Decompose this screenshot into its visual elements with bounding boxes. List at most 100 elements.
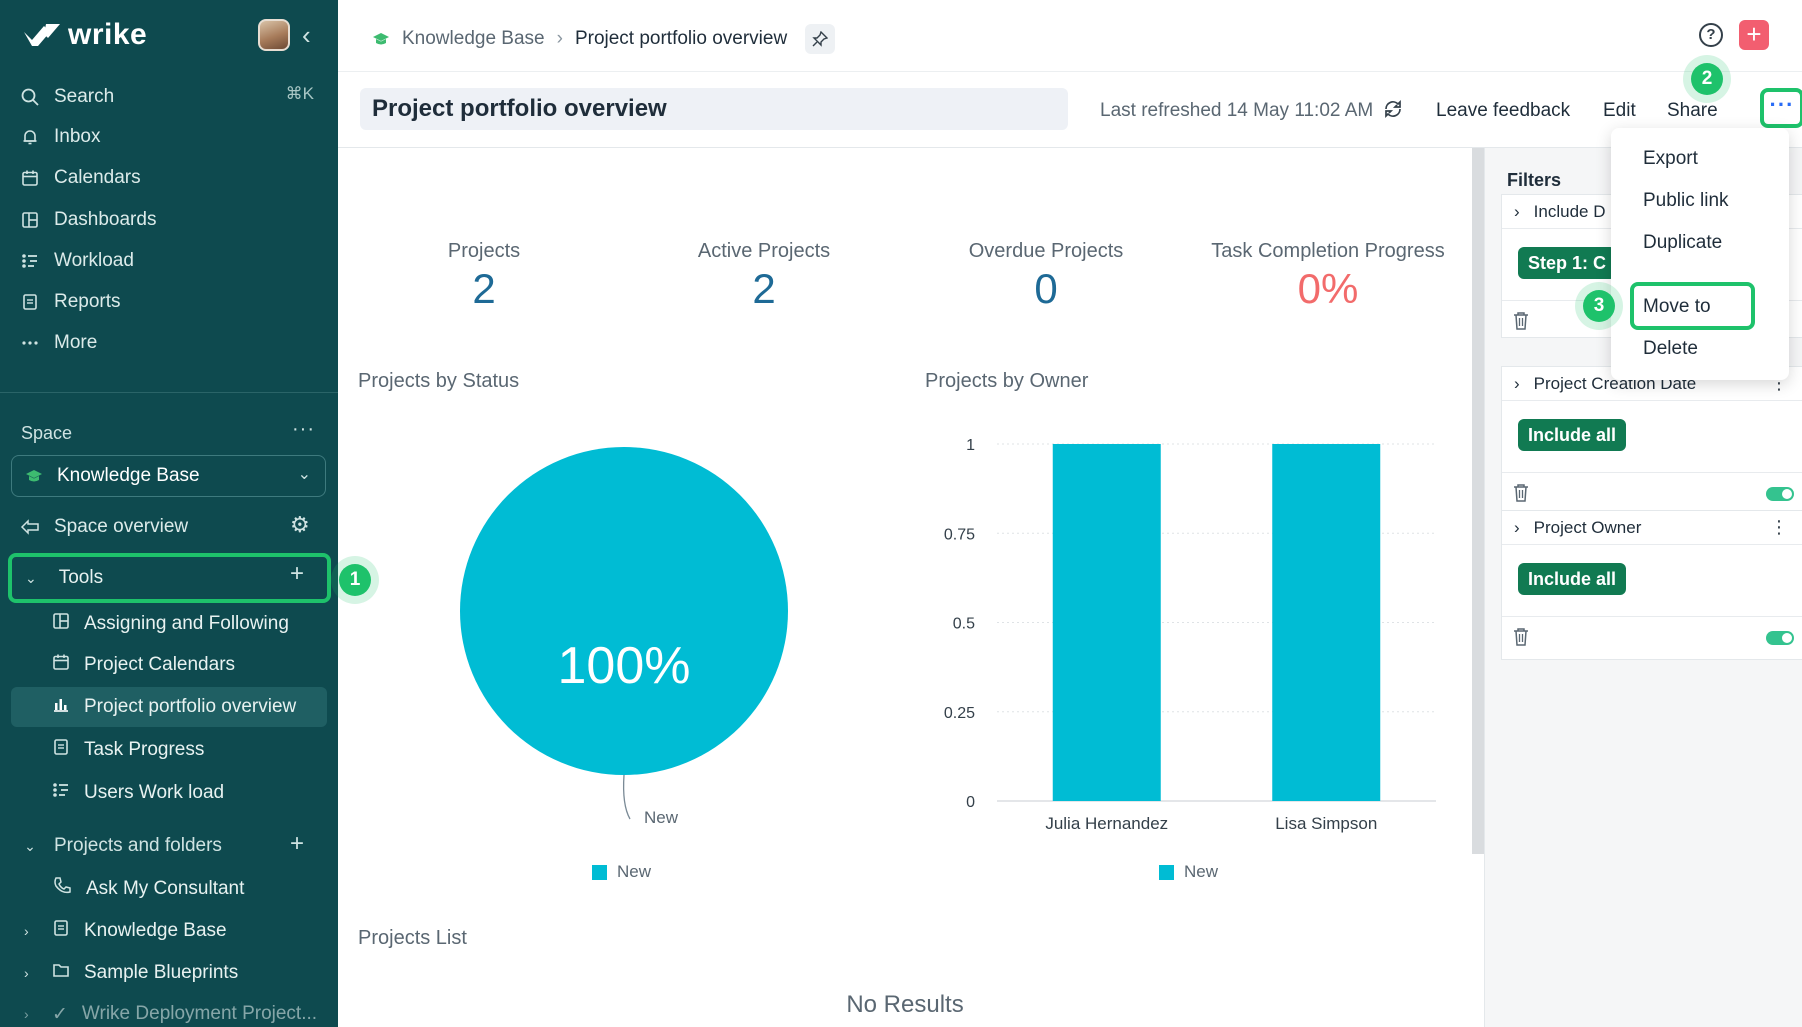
breadcrumb-space[interactable]: Knowledge Base <box>402 28 545 49</box>
add-icon[interactable]: + <box>1739 20 1769 50</box>
content-scrollbar[interactable] <box>1472 148 1484 854</box>
add-project-icon[interactable]: + <box>290 830 305 857</box>
refresh-icon[interactable] <box>1382 98 1404 120</box>
pie-slice <box>460 447 788 775</box>
kebab-menu-icon[interactable]: ⋮ <box>1770 517 1788 537</box>
space-overview-item[interactable]: Space overview <box>20 510 188 544</box>
chevron-down-icon: ⌄ <box>24 837 36 854</box>
nav-label: Inbox <box>54 126 101 147</box>
nav-reports[interactable]: Reports <box>20 285 121 319</box>
more-dots-icon: ··· <box>1769 92 1795 117</box>
filter-footer <box>1502 473 1802 515</box>
graduation-cap-icon <box>26 470 42 482</box>
legend-label: New <box>1184 862 1219 881</box>
wrike-check-icon <box>24 24 60 46</box>
search-item[interactable]: Search <box>20 80 114 114</box>
tool-label: Assigning and Following <box>84 613 289 634</box>
chevron-down-icon: ⌄ <box>297 466 311 483</box>
kpi-value: 0% <box>1297 265 1359 312</box>
menu-item-duplicate[interactable]: Duplicate <box>1643 232 1723 253</box>
space-section-label: Space <box>21 423 73 443</box>
step-badge-2: 2 <box>1691 63 1723 95</box>
graduation-cap-icon <box>373 33 389 45</box>
chevron-right-icon: › <box>24 965 29 981</box>
help-icon[interactable]: ? <box>1699 23 1723 47</box>
legend-label: New <box>617 862 652 881</box>
trash-icon[interactable] <box>1512 483 1530 503</box>
trash-icon[interactable] <box>1512 311 1530 331</box>
filter-footer <box>1502 617 1802 659</box>
tools-section[interactable]: ⌄ Tools <box>11 557 327 599</box>
nav-label: More <box>54 332 98 353</box>
gear-icon[interactable]: ⚙ <box>290 512 310 537</box>
more-options-button[interactable]: ··· <box>1760 88 1802 128</box>
space-name: Knowledge Base <box>57 465 200 486</box>
menu-item-delete[interactable]: Delete <box>1643 338 1698 359</box>
filter-pill[interactable]: Include all <box>1518 563 1627 595</box>
edit-button[interactable]: Edit <box>1603 100 1636 121</box>
projects-folders-section[interactable]: ⌄ Projects and folders <box>20 829 222 863</box>
project-item[interactable]: › Knowledge Base <box>24 914 227 948</box>
y-tick-label: 1 <box>966 437 975 454</box>
tool-label: Project Calendars <box>84 654 236 675</box>
tool-label: Project portfolio overview <box>84 696 297 717</box>
check-icon: ✓ <box>52 1003 68 1025</box>
bar <box>1272 444 1381 801</box>
nav-inbox[interactable]: Inbox <box>20 120 100 154</box>
share-button[interactable]: Share <box>1667 100 1718 121</box>
filter-header[interactable]: › Project Owner ⋮ <box>1502 511 1802 545</box>
project-item[interactable]: Ask My Consultant <box>52 872 244 906</box>
menu-item-export[interactable]: Export <box>1643 148 1698 169</box>
tools-label: Tools <box>58 567 104 588</box>
menu-item-move-to[interactable]: Move to <box>1643 296 1711 317</box>
wrike-logo[interactable]: wrike <box>22 18 147 52</box>
project-label: Wrike Deployment Project... <box>81 1003 318 1024</box>
filter-pill[interactable]: Include all <box>1518 419 1627 451</box>
filter-pill[interactable]: Step 1: C <box>1518 247 1617 279</box>
tool-item[interactable]: Assigning and Following <box>52 607 289 641</box>
menu-item-public-link[interactable]: Public link <box>1643 190 1729 211</box>
dashboard-title-input[interactable]: Project portfolio overview <box>360 88 1068 130</box>
dashboard-content: Projects 2 Active Projects 2 Overdue Pro… <box>338 148 1472 1027</box>
space-more-icon[interactable]: ··· <box>292 418 315 440</box>
nav-dashboards[interactable]: Dashboards <box>20 203 156 237</box>
space-overview-label: Space overview <box>54 516 189 537</box>
no-results-text: No Results <box>846 991 964 1018</box>
filter-toggle[interactable] <box>1766 631 1794 645</box>
project-item[interactable]: › Sample Blueprints <box>24 956 238 990</box>
space-overview-icon <box>20 517 40 537</box>
tool-item-active[interactable]: Project portfolio overview <box>11 687 327 727</box>
space-selector[interactable]: Knowledge Base ⌄ <box>11 455 326 497</box>
nav-more[interactable]: More <box>20 326 97 360</box>
owner-bar-chart: 0 0.25 0.5 0.75 1 Julia Hernandez Lisa Simpson <box>944 437 1436 833</box>
search-label: Search <box>54 86 115 107</box>
status-chart-title: Projects by Status <box>358 370 520 392</box>
top-header: Knowledge Base › Project portfolio overv… <box>338 0 1802 72</box>
collapse-sidebar-icon[interactable]: ‹ <box>302 20 311 50</box>
filter-name: Include D <box>1533 201 1606 221</box>
y-tick-label: 0 <box>966 794 975 811</box>
nav-calendars[interactable]: Calendars <box>20 161 141 195</box>
filter-toggle[interactable] <box>1766 487 1794 501</box>
step-badge-1: 1 <box>339 564 371 596</box>
project-label: Ask My Consultant <box>86 878 245 899</box>
filter-body: Step 1: C <box>1502 229 1802 301</box>
kpi-label: Task Completion Progress <box>1211 240 1445 262</box>
tool-item[interactable]: Task Progress <box>52 733 204 767</box>
trash-icon[interactable] <box>1512 627 1530 647</box>
owner-legend: New <box>1159 862 1218 882</box>
user-avatar[interactable] <box>258 19 290 51</box>
leave-feedback-button[interactable]: Leave feedback <box>1436 100 1571 121</box>
kpi-value: 2 <box>752 265 776 312</box>
project-item[interactable]: › ✓ Wrike Deployment Project... <box>24 997 317 1027</box>
tool-label: Task Progress <box>84 739 205 760</box>
nav-workload[interactable]: Workload <box>20 244 134 278</box>
chevron-right-icon: › <box>556 28 563 49</box>
tool-item[interactable]: Users Work load <box>52 776 224 810</box>
projects-list-title: Projects List <box>358 927 467 949</box>
pin-icon[interactable] <box>805 24 836 54</box>
search-shortcut: ⌘K <box>285 84 314 103</box>
tool-item[interactable]: Project Calendars <box>52 648 235 682</box>
add-tool-icon[interactable]: + <box>290 560 305 587</box>
filters-title: Filters <box>1507 170 1562 190</box>
